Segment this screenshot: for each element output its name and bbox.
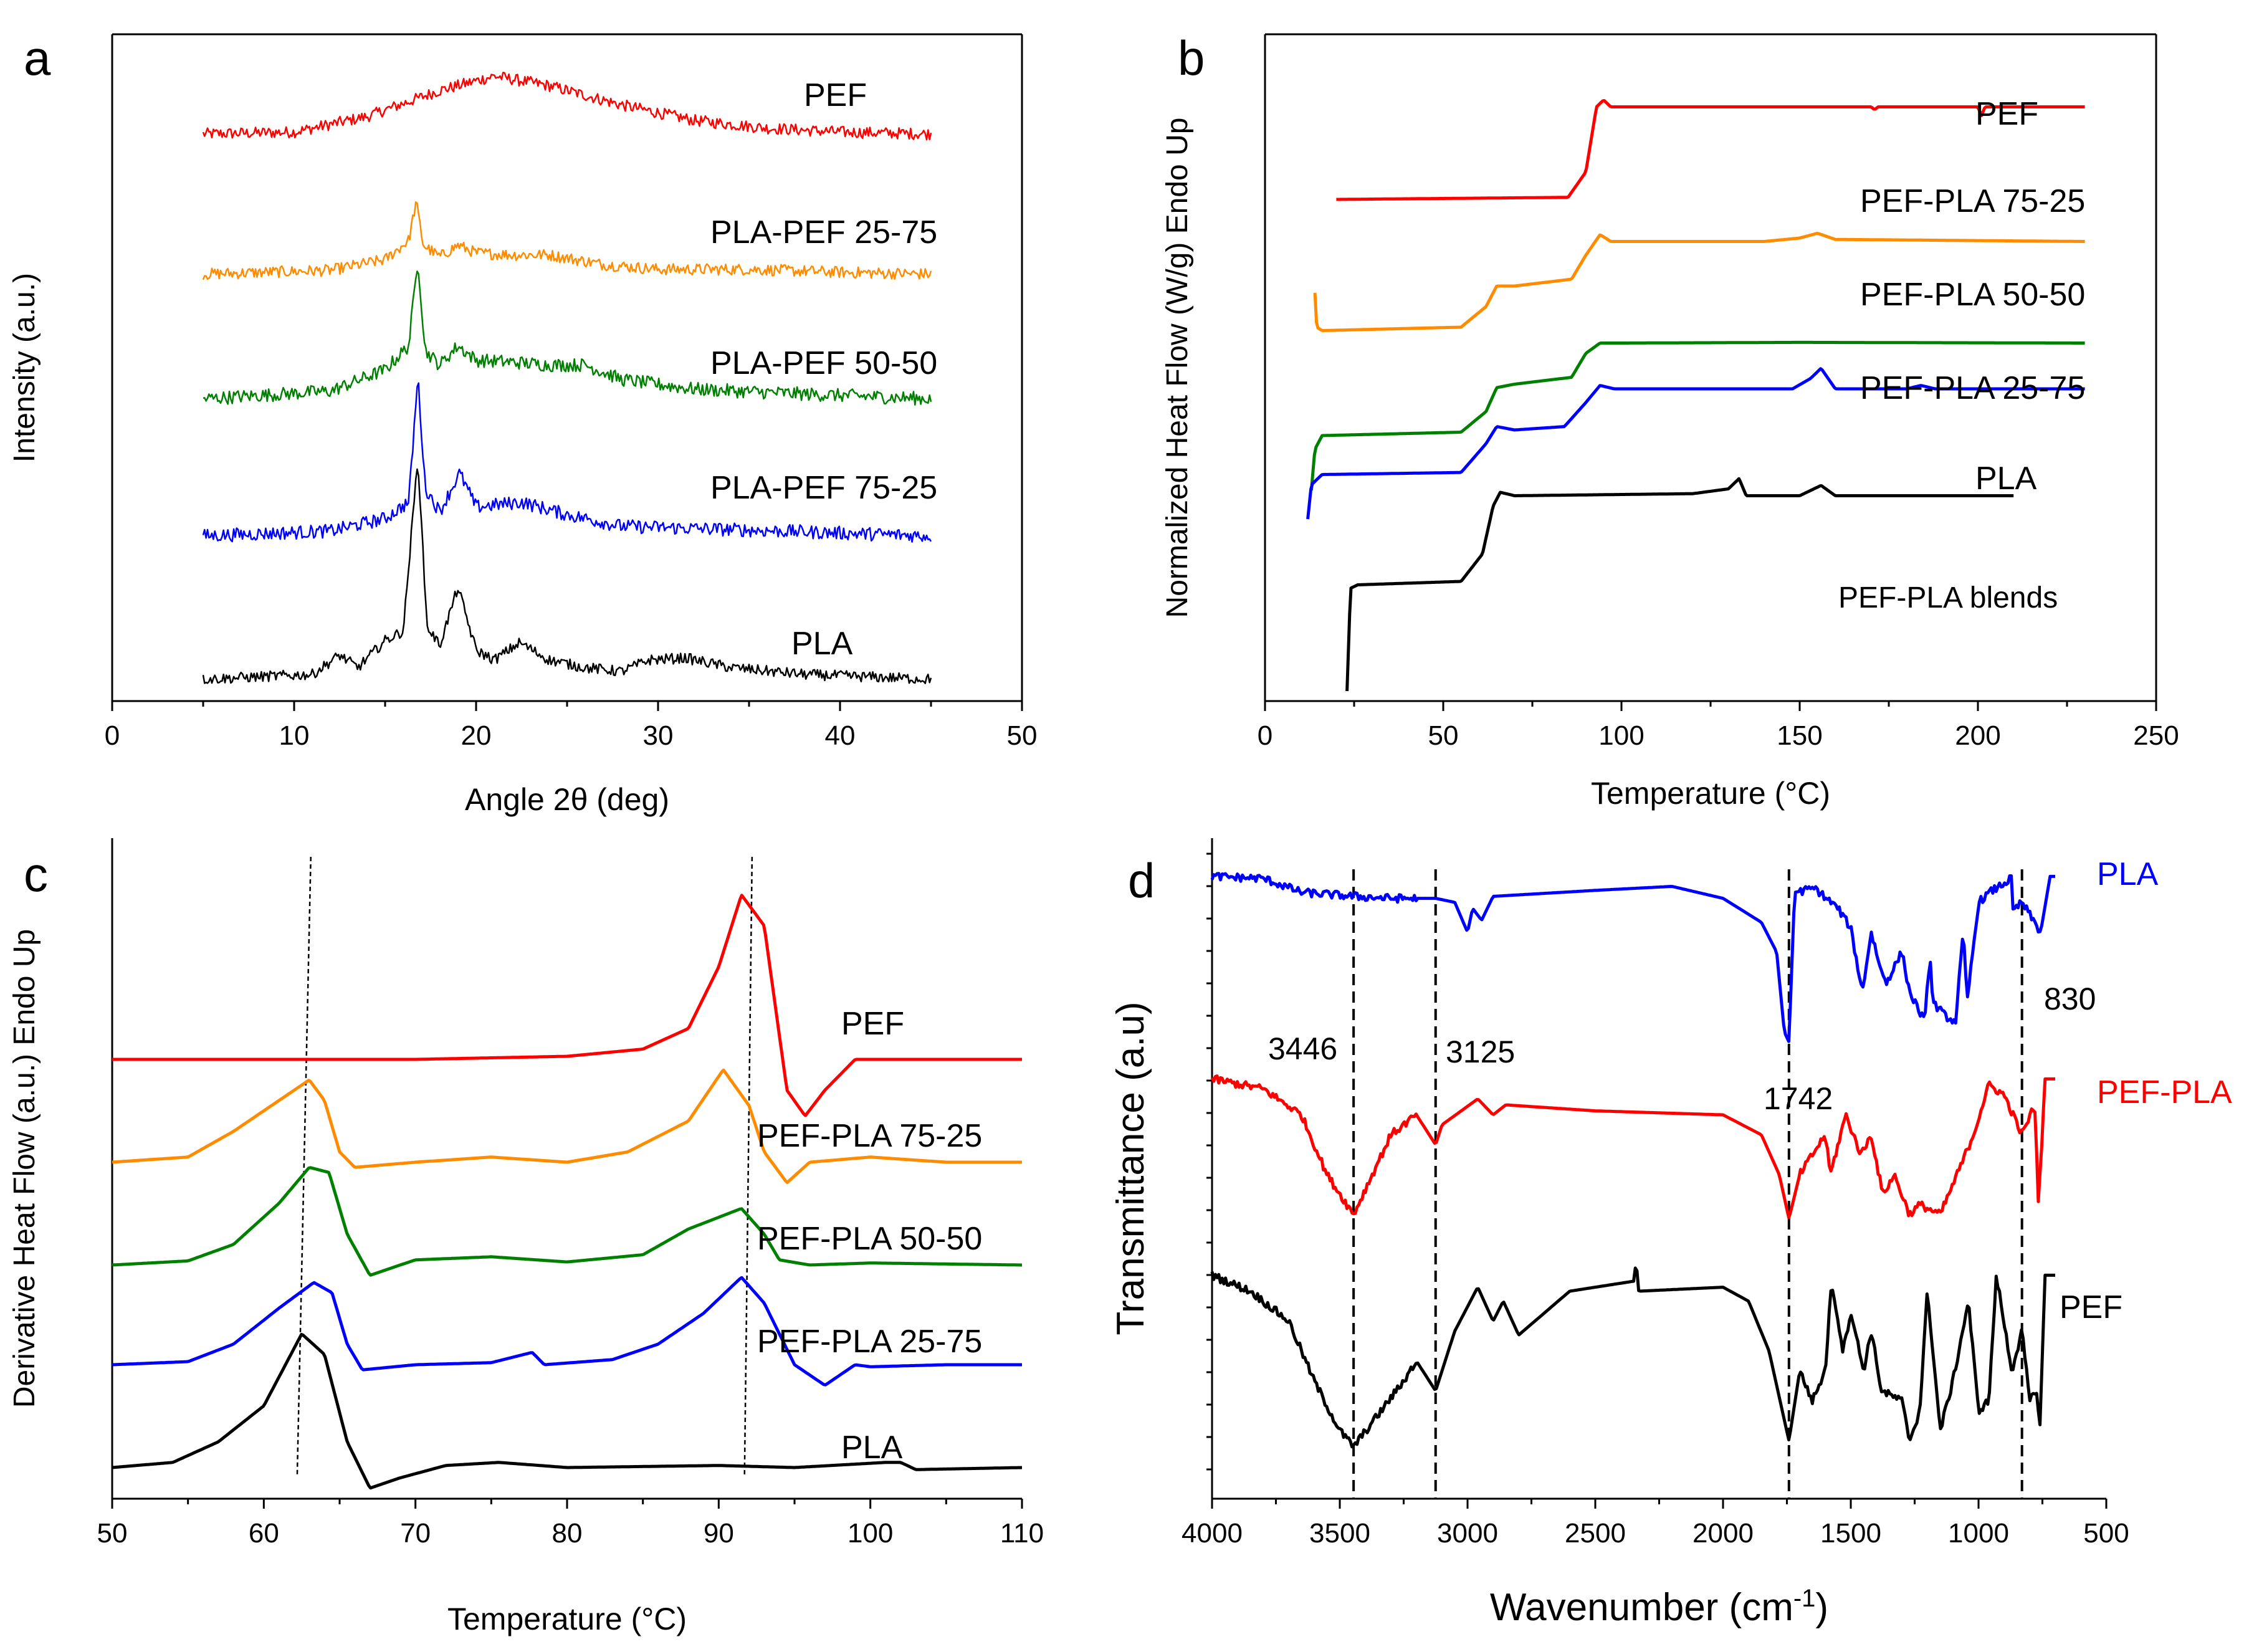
x-axis-label: Angle 2θ (deg) (465, 782, 669, 817)
x-tick-label: 80 (552, 1518, 583, 1549)
wavenumber-annotation: 3125 (1446, 1034, 1515, 1069)
panel-a: 0 10 20 30 40 50 Angle 2θ (deg) Intensity (a.u.… (8, 31, 1037, 817)
wavenumber-annotation: 3446 (1268, 1031, 1337, 1066)
panel-c: 50 60 70 80 90 100 110 Temperature (°C) Derivati… (8, 838, 1044, 1636)
series-line-pef-pla-75-25 (1313, 232, 2085, 332)
series-line-pla (112, 1332, 1023, 1490)
series-line-pef-pla (1210, 1074, 2055, 1220)
series-line-pef (202, 72, 932, 141)
x-tick-label: 200 (1955, 720, 2000, 751)
x-tick-label: 4000 (1182, 1518, 1243, 1549)
series-line-pef-pla-75-25 (112, 1068, 1022, 1185)
x-tick-label: 3000 (1437, 1518, 1498, 1549)
series-label: PLA-PEF 25-75 (710, 214, 937, 251)
x-tick-label: 1500 (1820, 1518, 1881, 1549)
x-tick-label: 30 (643, 720, 674, 751)
panel-d: 4000 3500 3000 2500 2000 1500 1000 500 Wavenumbe… (1109, 838, 2232, 1629)
x-tick-label: 60 (249, 1518, 279, 1549)
series-label: PEF (2060, 1289, 2122, 1325)
series-label: PLA (841, 1430, 903, 1466)
series-label: PLA (2097, 856, 2159, 892)
panel-letter: a (24, 31, 51, 85)
panel-letter: b (1178, 31, 1205, 85)
panel-b: 0 50 100 150 200 250 Temperature (°C) Normalize… (1161, 31, 2179, 811)
x-tick-label: 2000 (1693, 1518, 1754, 1549)
x-tick-label: 500 (2083, 1518, 2129, 1549)
series-label: PLA-PEF 75-25 (710, 470, 937, 506)
x-tick-label: 0 (1258, 720, 1272, 751)
series-label: PEF-PLA 75-25 (757, 1118, 982, 1154)
series-label: PEF-PLA 75-25 (1860, 183, 2085, 219)
y-axis-label: Derivative Heat Flow (a.u.) Endo Up (8, 929, 41, 1408)
x-axis-label: Temperature (°C) (1591, 776, 1830, 811)
panel-letter: c (24, 847, 48, 902)
y-axis-label: Normalized Heat Flow (W/g) Endo Up (1161, 118, 1194, 618)
series-line-pla-pef-75-25 (202, 382, 932, 543)
series-line-pef (1336, 99, 2085, 201)
x-axis-label-superscript: -1 (1793, 1585, 1816, 1612)
series-label: PEF-PLA (2097, 1074, 2232, 1110)
reference-line (296, 856, 312, 1478)
series-label: PEF (1975, 96, 2038, 132)
series-label: PEF-PLA 25-75 (1860, 370, 2085, 406)
x-tick-label: 150 (1777, 720, 1822, 751)
x-tick-label: 40 (825, 720, 856, 751)
series-label: PLA-PEF 50-50 (710, 345, 937, 381)
series-label: PLA (1975, 461, 2037, 497)
x-tick-label: 50 (1428, 720, 1459, 751)
series-line-pef-pla-50-50 (112, 1166, 1022, 1277)
x-tick-label: 0 (105, 720, 120, 751)
series-line-pef-pla-50-50 (1309, 340, 2085, 491)
series-line-pef (1210, 1266, 2055, 1449)
annotation-text: PEF-PLA blends (1838, 581, 2058, 614)
x-tick-label: 250 (2133, 720, 2179, 751)
series-label: PEF-PLA 50-50 (757, 1221, 982, 1257)
wavenumber-annotation: 1742 (1764, 1081, 1833, 1116)
series-line-pla-pef-50-50 (203, 270, 932, 406)
x-tick-label: 110 (1000, 1518, 1044, 1549)
x-axis-label: Wavenumber (cm-1) (1490, 1585, 1828, 1629)
x-tick-label: 1000 (1948, 1518, 2009, 1549)
x-tick-label: 100 (847, 1518, 893, 1549)
x-tick-label: 90 (704, 1518, 734, 1549)
x-tick-label: 50 (97, 1518, 128, 1549)
y-axis-label: Transmittance (a.u) (1109, 1001, 1152, 1335)
panel-letter: d (1128, 853, 1155, 908)
wavenumber-annotation: 830 (2044, 981, 2096, 1016)
reference-line (743, 856, 753, 1478)
series-line-pef (112, 894, 1022, 1117)
series-line-pla (1210, 872, 2055, 1043)
series-label: PEF-PLA 50-50 (1860, 277, 2085, 313)
x-tick-label: 10 (279, 720, 310, 751)
series-line-pla (202, 468, 932, 684)
series-label: PEF-PLA 25-75 (757, 1324, 982, 1360)
series-label: PEF (841, 1006, 904, 1042)
x-axis-label: Temperature (°C) (447, 1602, 687, 1636)
x-axis-label-end: ) (1815, 1586, 1828, 1629)
x-tick-label: 50 (1007, 720, 1038, 751)
x-tick-label: 3500 (1309, 1518, 1370, 1549)
series-label: PLA (791, 626, 853, 662)
series-line-pla (1345, 477, 2014, 692)
series-label: PEF (804, 77, 867, 113)
x-tick-label: 2500 (1565, 1518, 1626, 1549)
y-axis-label: Intensity (a.u.) (8, 273, 41, 462)
x-tick-label: 100 (1598, 720, 1644, 751)
series-line-pef-pla-25-75 (1306, 367, 2085, 520)
series-line-pef-pla-25-75 (112, 1276, 1022, 1387)
x-tick-label: 70 (400, 1518, 431, 1549)
x-tick-label: 20 (461, 720, 492, 751)
series-line-pla-pef-25-75 (202, 201, 932, 280)
